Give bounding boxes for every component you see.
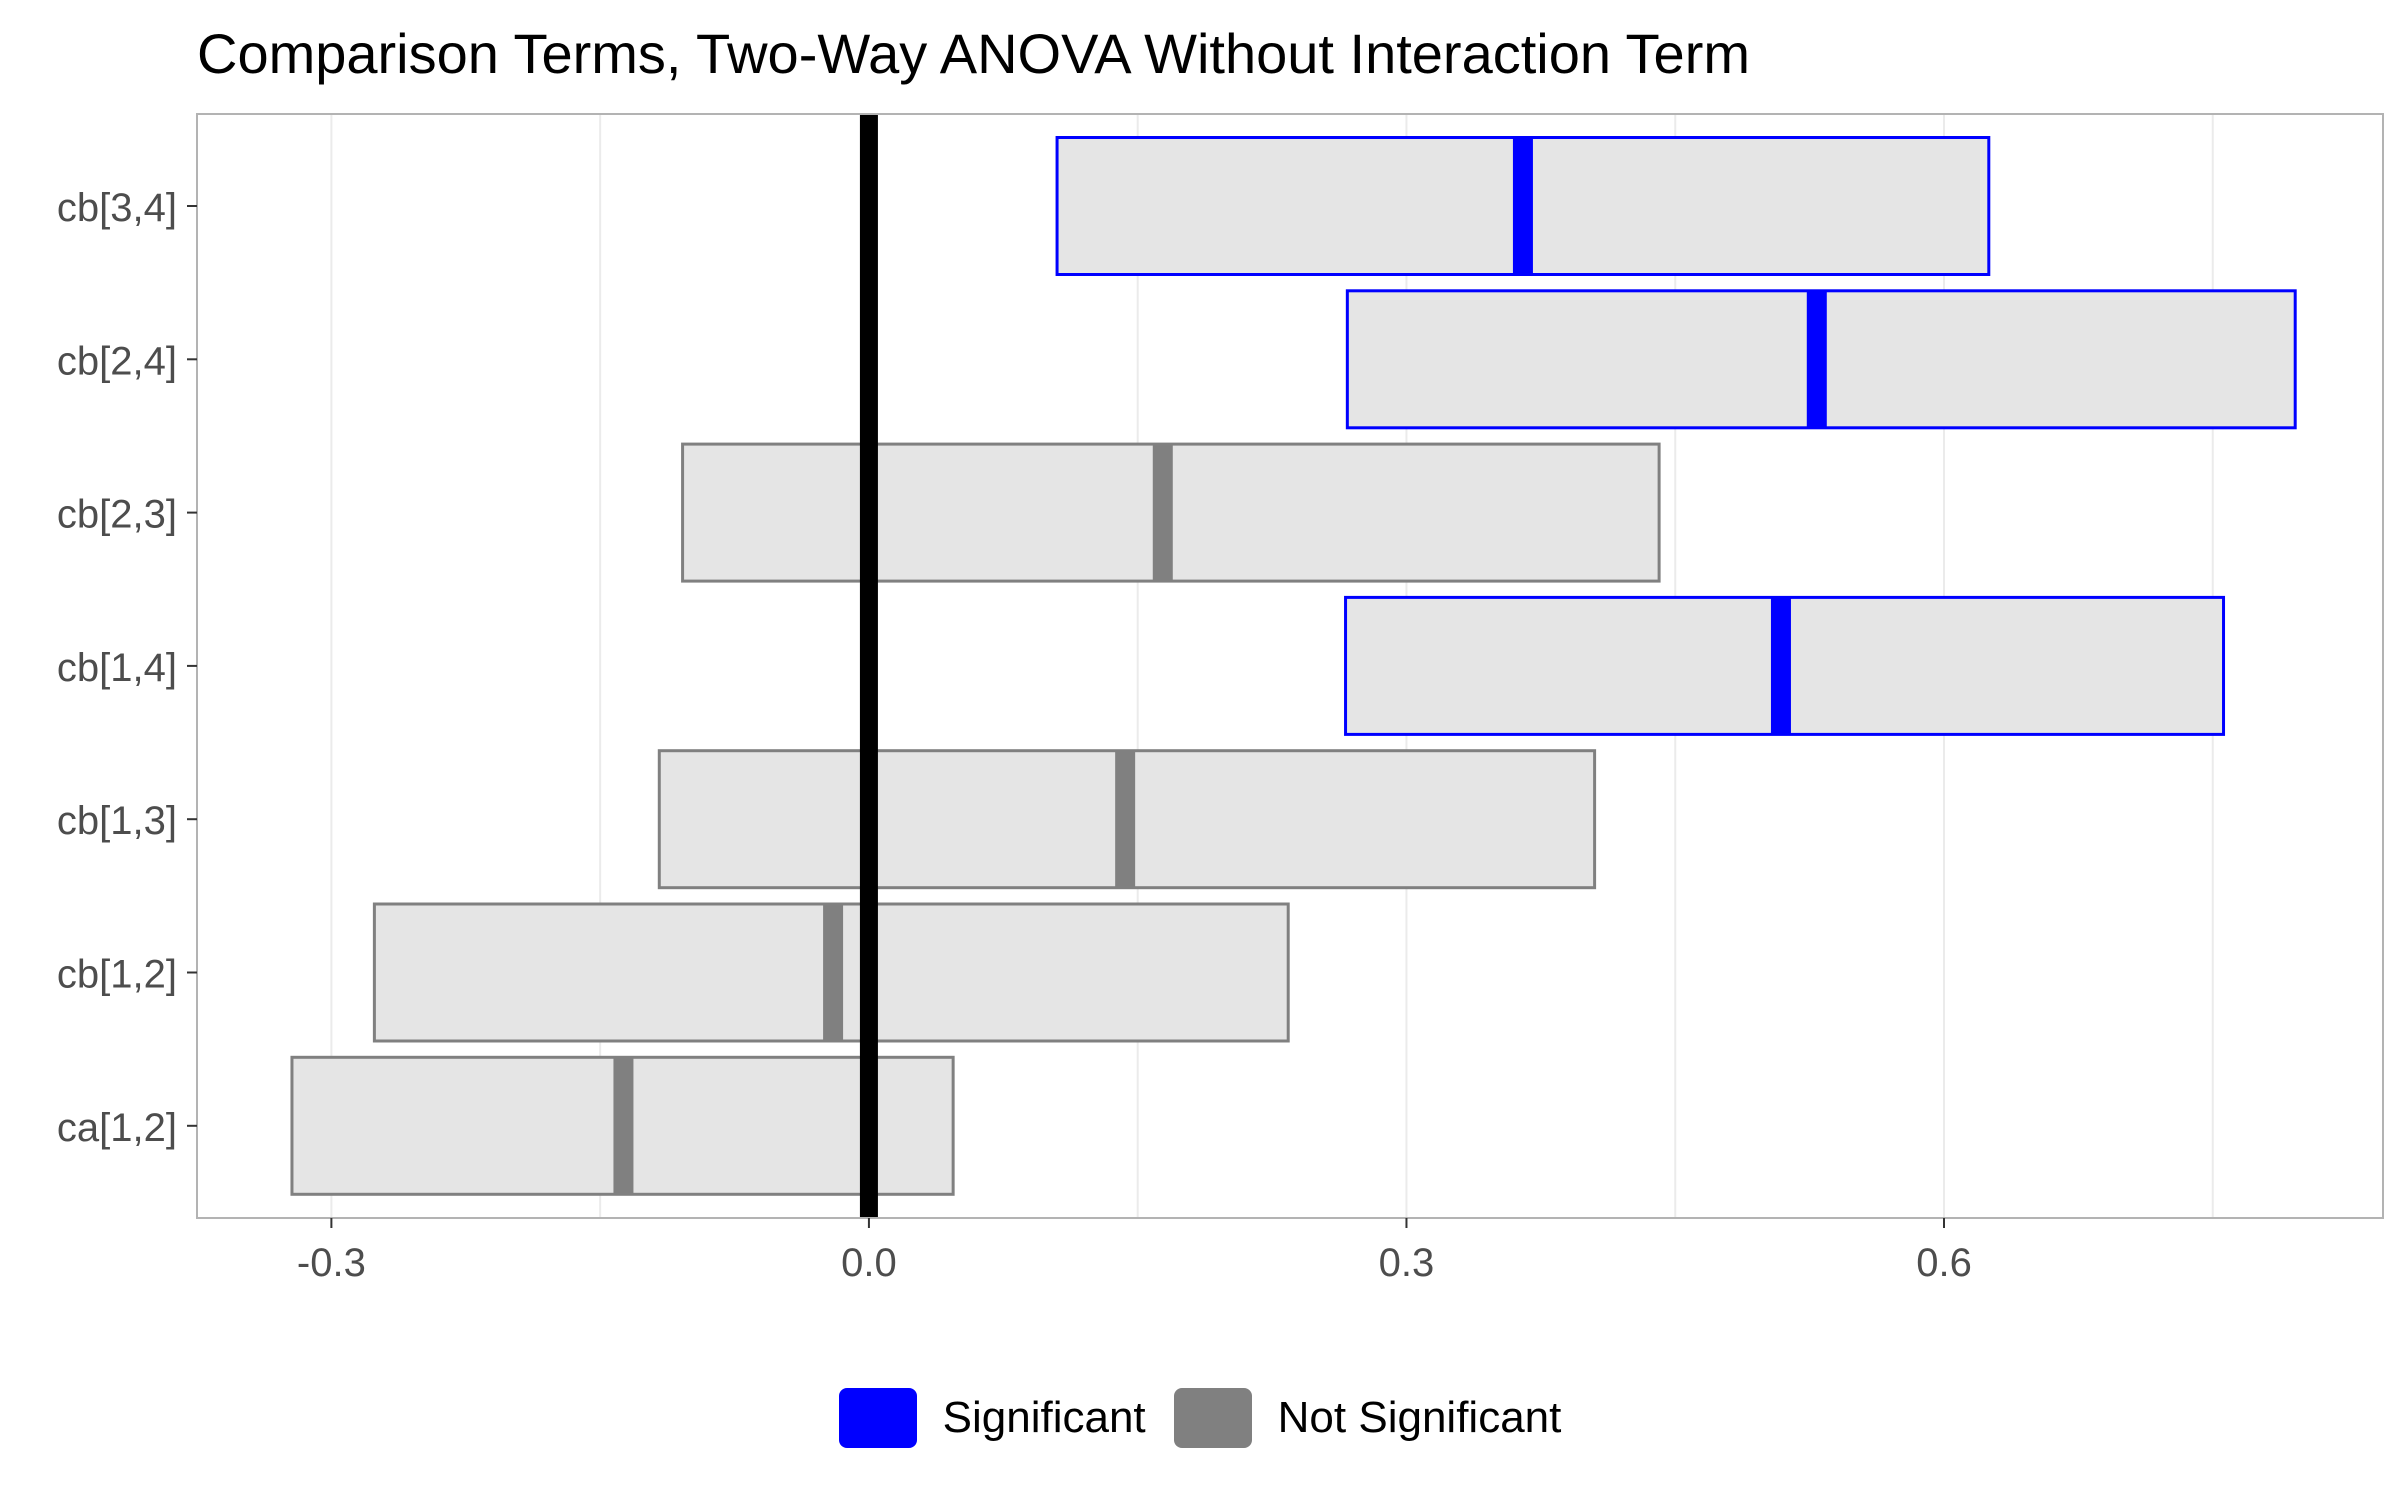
y-tick-label: cb[1,3]	[57, 799, 177, 843]
estimate-marker	[1806, 290, 1827, 428]
chart-title: Comparison Terms, Two-Way ANOVA Without …	[197, 22, 1750, 85]
y-tick-label: cb[1,4]	[57, 646, 177, 690]
x-tick-label: -0.3	[297, 1241, 366, 1285]
legend-key-significant	[838, 1388, 917, 1448]
y-tick-label: cb[2,3]	[57, 493, 177, 537]
axis-layer: cb[3,4] cb[2,4] cb[2,3] cb[1,4] cb[1,3] cb[1,…	[57, 186, 1972, 1285]
y-tick-label: cb[1,2]	[57, 953, 177, 997]
x-tick-label: 0.3	[1379, 1241, 1435, 1285]
estimate-marker	[1152, 444, 1173, 582]
y-tick-label: cb[3,4]	[57, 186, 177, 230]
estimate-marker	[1512, 137, 1533, 275]
x-tick-label: 0.6	[1916, 1241, 1972, 1285]
legend-item-not-significant: Not Significant	[1173, 1388, 1562, 1448]
legend-key-not-significant	[1173, 1388, 1252, 1448]
estimate-marker	[613, 1057, 634, 1195]
legend-item-significant: Significant	[838, 1388, 1146, 1448]
estimate-marker	[1770, 597, 1791, 735]
y-tick-label: ca[1,2]	[57, 1106, 177, 1150]
x-tick-label: 0.0	[841, 1241, 897, 1285]
estimate-marker	[823, 904, 844, 1041]
legend-label: Not Significant	[1277, 1393, 1562, 1442]
legend-label: Significant	[942, 1393, 1146, 1442]
estimate-marker	[1115, 750, 1136, 888]
y-tick-label: cb[2,4]	[57, 339, 177, 383]
legend: Significant Not Significant	[0, 1378, 2400, 1458]
interval-boxes	[290, 136, 2297, 1196]
